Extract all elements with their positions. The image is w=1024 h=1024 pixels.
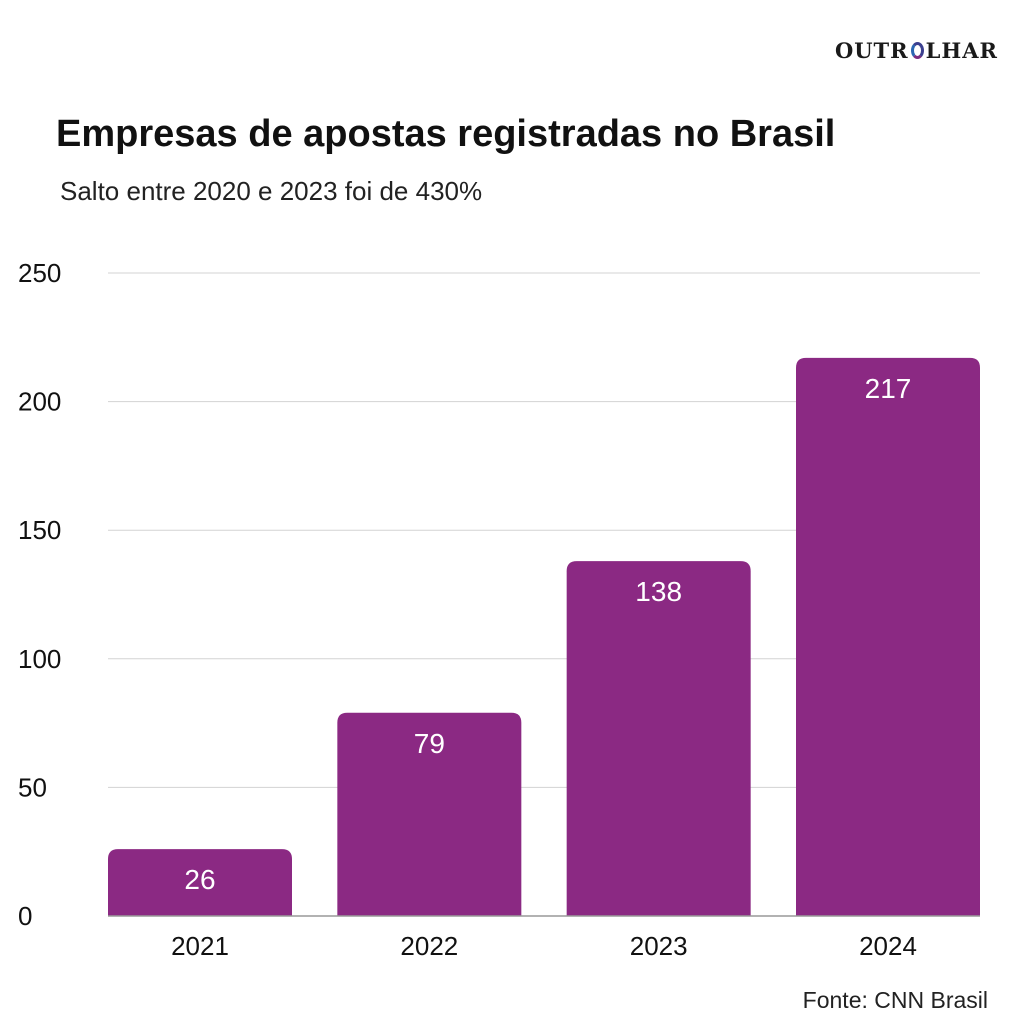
x-tick-label: 2021 [171, 931, 229, 961]
y-tick-label: 150 [18, 515, 61, 545]
x-tick-label: 2022 [400, 931, 458, 961]
source-note: Fonte: CNN Brasil [802, 987, 988, 1013]
x-tick-label: 2023 [630, 931, 688, 961]
y-tick-label: 250 [18, 258, 61, 288]
bar-value-label: 26 [184, 864, 215, 895]
bars: 26 79 138 217 [108, 357, 980, 917]
bar-2021 [108, 849, 292, 916]
chart-title: Empresas de apostas registradas no Brasi… [56, 113, 836, 155]
outrolhar-logo: OUTR LHAR [835, 38, 998, 63]
bar-value-label: 79 [414, 728, 445, 759]
logo-text-left: OUTR [834, 38, 909, 63]
bar-2024 [796, 357, 980, 917]
y-tick-label: 100 [18, 644, 61, 674]
y-tick-label: 50 [18, 772, 47, 802]
logo-o-icon [910, 42, 924, 59]
logo-text-right: LHAR [925, 38, 998, 63]
bar-2023 [566, 561, 751, 916]
y-tick-label: 0 [18, 901, 32, 931]
y-axis-tick-labels: 0 50 100 150 200 250 [18, 258, 61, 931]
y-tick-label: 200 [18, 387, 61, 417]
x-axis-tick-labels: 2021 2022 2023 2024 [171, 931, 917, 961]
x-tick-label: 2024 [859, 931, 917, 961]
chart-subtitle: Salto entre 2020 e 2023 foi de 430% [60, 176, 483, 206]
bar-value-label: 138 [635, 576, 682, 607]
bar-value-label: 217 [865, 373, 912, 404]
bar-2022 [337, 712, 522, 916]
